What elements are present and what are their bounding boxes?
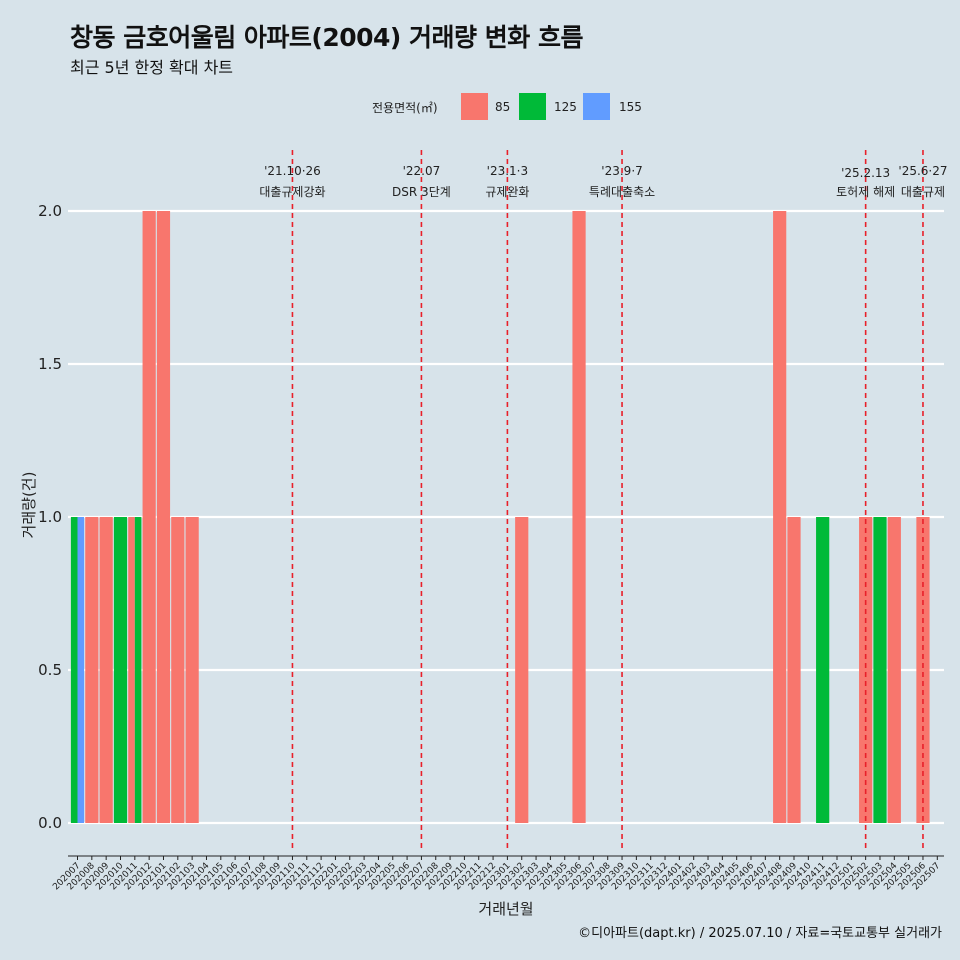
event-date: '22.07 bbox=[403, 164, 441, 178]
bar-85-202306 bbox=[572, 211, 586, 823]
event-label: 대출규제 bbox=[901, 185, 945, 199]
legend-swatch-85 bbox=[461, 93, 488, 120]
x-axis: 2020072020082020092020102020112020122021… bbox=[51, 855, 944, 892]
bars bbox=[70, 211, 930, 823]
bar-85-202011 bbox=[128, 517, 135, 823]
legend: 전용면적(㎡) 85 125 155 bbox=[372, 93, 642, 120]
y-tick-label: 0.5 bbox=[38, 661, 62, 679]
grid-lines bbox=[68, 209, 944, 825]
y-tick-label: 1.5 bbox=[38, 355, 62, 373]
event-date: '23.9·7 bbox=[601, 164, 642, 178]
bar-85-202102 bbox=[171, 517, 185, 823]
y-tick-label: 0.0 bbox=[38, 814, 62, 832]
legend-label: 155 bbox=[619, 100, 642, 114]
legend-label: 125 bbox=[554, 100, 577, 114]
bar-85-202408 bbox=[773, 211, 787, 823]
event-lines bbox=[291, 150, 924, 852]
bar-85-202009 bbox=[99, 517, 113, 823]
y-tick-label: 1.0 bbox=[38, 508, 62, 526]
event-date: '21.10·26 bbox=[264, 164, 321, 178]
event-label: 대출규제강화 bbox=[259, 185, 325, 199]
bar-85-202012 bbox=[142, 211, 156, 823]
bar-125-202411 bbox=[816, 517, 830, 823]
y-axis-ticks: 0.0 0.5 1.0 1.5 2.0 bbox=[38, 202, 62, 832]
bar-125-202011 bbox=[134, 517, 142, 823]
y-tick-label: 2.0 bbox=[38, 202, 62, 220]
event-date: '23.1·3 bbox=[487, 164, 528, 178]
event-date: '25.6·27 bbox=[898, 164, 947, 178]
y-axis-label: 거래량(건) bbox=[20, 472, 38, 539]
legend-swatch-155 bbox=[583, 93, 610, 120]
source-caption: ©디아파트(dapt.kr) / 2025.07.10 / 자료=국토교통부 실… bbox=[578, 926, 942, 941]
x-axis-label: 거래년월 bbox=[478, 900, 533, 918]
chart-subtitle: 최근 5년 한정 확대 차트 bbox=[70, 58, 234, 77]
chart-title: 창동 금호어울림 아파트(2004) 거래량 변화 흐름 bbox=[70, 23, 583, 52]
bar-125-202007 bbox=[70, 517, 78, 823]
legend-title: 전용면적(㎡) bbox=[372, 101, 438, 115]
bar-85-202502 bbox=[859, 517, 873, 823]
event-label: 특례대출축소 bbox=[589, 185, 655, 199]
bar-125-202503 bbox=[873, 517, 887, 823]
event-date: '25.2.13 bbox=[841, 166, 890, 180]
bar-85-202409 bbox=[787, 517, 801, 823]
legend-label: 85 bbox=[495, 100, 510, 114]
event-annotations: '21.10·26 대출규제강화 '22.07 DSR 3단계 '23.1·3 규제완화 '… bbox=[259, 164, 947, 199]
bar-85-202101 bbox=[156, 211, 171, 823]
event-label: DSR 3단계 bbox=[392, 185, 451, 199]
bar-85-202504 bbox=[887, 517, 901, 823]
bar-85-202103 bbox=[185, 517, 199, 823]
event-label: 규제완화 bbox=[485, 185, 529, 199]
bar-85-202302 bbox=[515, 517, 529, 823]
bar-155-202007 bbox=[77, 517, 85, 823]
bar-85-202008 bbox=[85, 517, 99, 823]
legend-swatch-125 bbox=[519, 93, 546, 120]
bar-125-202010 bbox=[113, 517, 128, 823]
event-label: 토허제 해제 bbox=[836, 185, 895, 199]
bar-85-202506 bbox=[916, 517, 930, 823]
